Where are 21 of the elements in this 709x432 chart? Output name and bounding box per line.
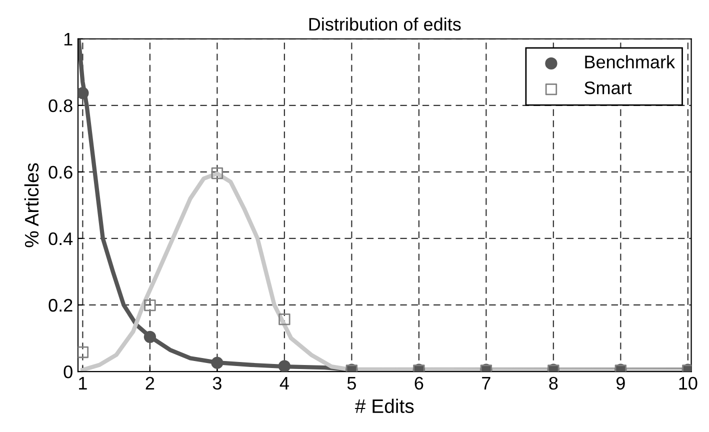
y-tick-label: 0.4: [48, 232, 73, 246]
legend-label: Smart: [584, 81, 632, 94]
y-tick-label: 0.8: [48, 99, 72, 112]
chart-title: Distribution of edits: [309, 17, 461, 31]
x-tick-label: 10: [679, 376, 698, 390]
x-tick-label: 9: [616, 376, 625, 390]
x-tick-label: 2: [146, 376, 154, 390]
y-axis-title: % Articles: [24, 163, 39, 248]
y-tick-label: 0: [64, 365, 72, 378]
y-tick-label: 0.6: [48, 166, 72, 179]
x-tick-label: 7: [482, 377, 490, 390]
x-tick-label: 3: [212, 376, 222, 390]
y-tick-label: 0.2: [48, 298, 72, 312]
x-axis-title: # Edits: [354, 398, 414, 414]
x-tick-label: 4: [280, 377, 289, 390]
x-tick-label: 8: [549, 376, 558, 390]
y-tick-label: 1: [64, 33, 72, 46]
x-tick-label: 5: [347, 377, 356, 390]
x-tick-label: 1: [79, 377, 87, 390]
legend-label: Benchmark: [585, 55, 676, 68]
x-tick-label: 6: [414, 376, 424, 390]
